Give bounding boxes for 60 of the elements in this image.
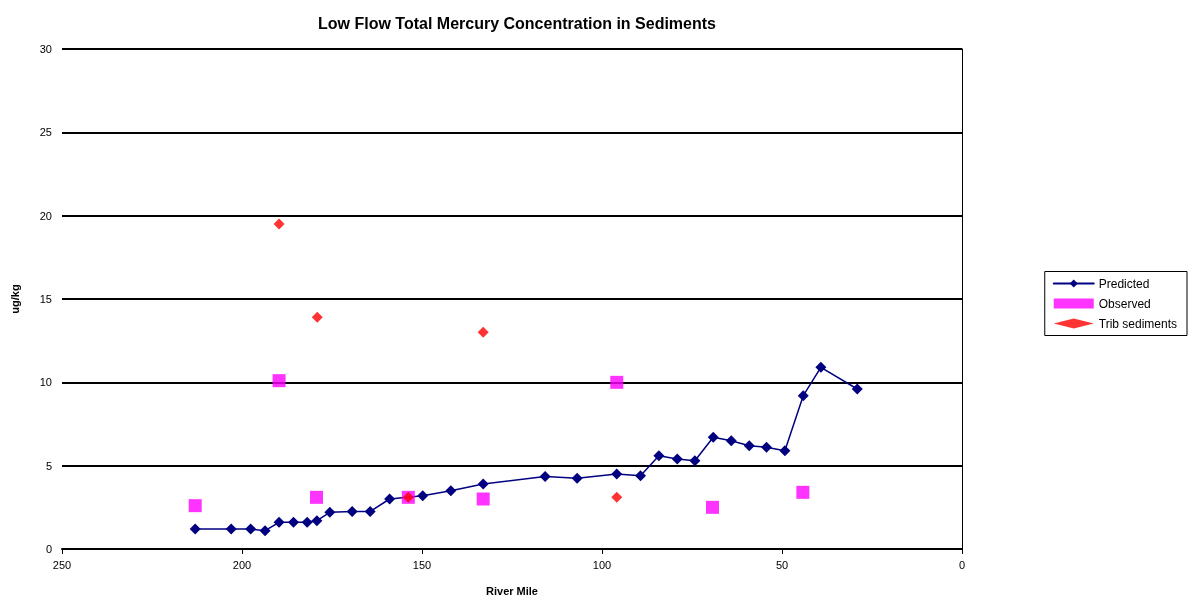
point	[635, 470, 647, 482]
point	[445, 485, 457, 497]
y-tick-label: 0	[45, 543, 52, 555]
y-tick-label: 10	[39, 376, 52, 389]
chart-title: Low Flow Total Mercury Concentration in Sediments	[318, 14, 717, 32]
point	[761, 441, 773, 453]
x-tick-label: 150	[412, 558, 432, 571]
y-tick-label: 25	[39, 126, 52, 139]
point	[301, 516, 313, 528]
y-axis-title: ug/kg	[8, 284, 21, 314]
point	[689, 455, 701, 467]
point	[245, 523, 257, 535]
point	[611, 468, 623, 480]
point	[796, 485, 810, 499]
point	[324, 506, 336, 518]
point	[272, 374, 286, 388]
point	[706, 500, 720, 514]
x-tick-label: 250	[52, 558, 72, 571]
point	[815, 361, 827, 373]
point	[273, 516, 285, 528]
point	[671, 453, 683, 465]
point	[188, 499, 202, 513]
point	[417, 490, 429, 502]
point	[310, 490, 324, 504]
point	[259, 525, 271, 537]
legend-label: Predicted	[1098, 276, 1150, 291]
x-tick-label: 0	[958, 558, 966, 571]
x-tick-label: 100	[592, 558, 612, 571]
y-tick-label: 5	[45, 459, 52, 472]
point	[571, 472, 583, 484]
point	[225, 523, 237, 535]
legend-label: Trib sediments	[1098, 316, 1177, 331]
point	[707, 431, 719, 443]
point	[851, 383, 863, 395]
point	[477, 326, 489, 338]
point	[610, 375, 624, 389]
point	[797, 390, 809, 402]
point	[476, 492, 490, 506]
point	[477, 478, 489, 490]
point	[364, 506, 376, 517]
x-tick-label: 50	[775, 558, 789, 571]
x-tick-label: 200	[232, 558, 252, 571]
point	[346, 506, 358, 517]
y-tick-label: 15	[39, 293, 52, 305]
point	[384, 493, 396, 505]
legend-label: Observed	[1098, 296, 1151, 311]
point	[779, 445, 791, 457]
point	[287, 516, 299, 528]
y-tick-label: 30	[39, 43, 52, 55]
y-tick-label: 20	[39, 209, 52, 222]
point	[273, 218, 285, 230]
point	[311, 515, 323, 527]
point	[743, 440, 755, 452]
point	[611, 491, 623, 503]
point	[725, 435, 737, 447]
point	[539, 471, 551, 482]
x-axis-title: River Mile	[486, 584, 538, 597]
point	[653, 450, 665, 462]
point	[189, 523, 201, 535]
point	[311, 311, 323, 323]
